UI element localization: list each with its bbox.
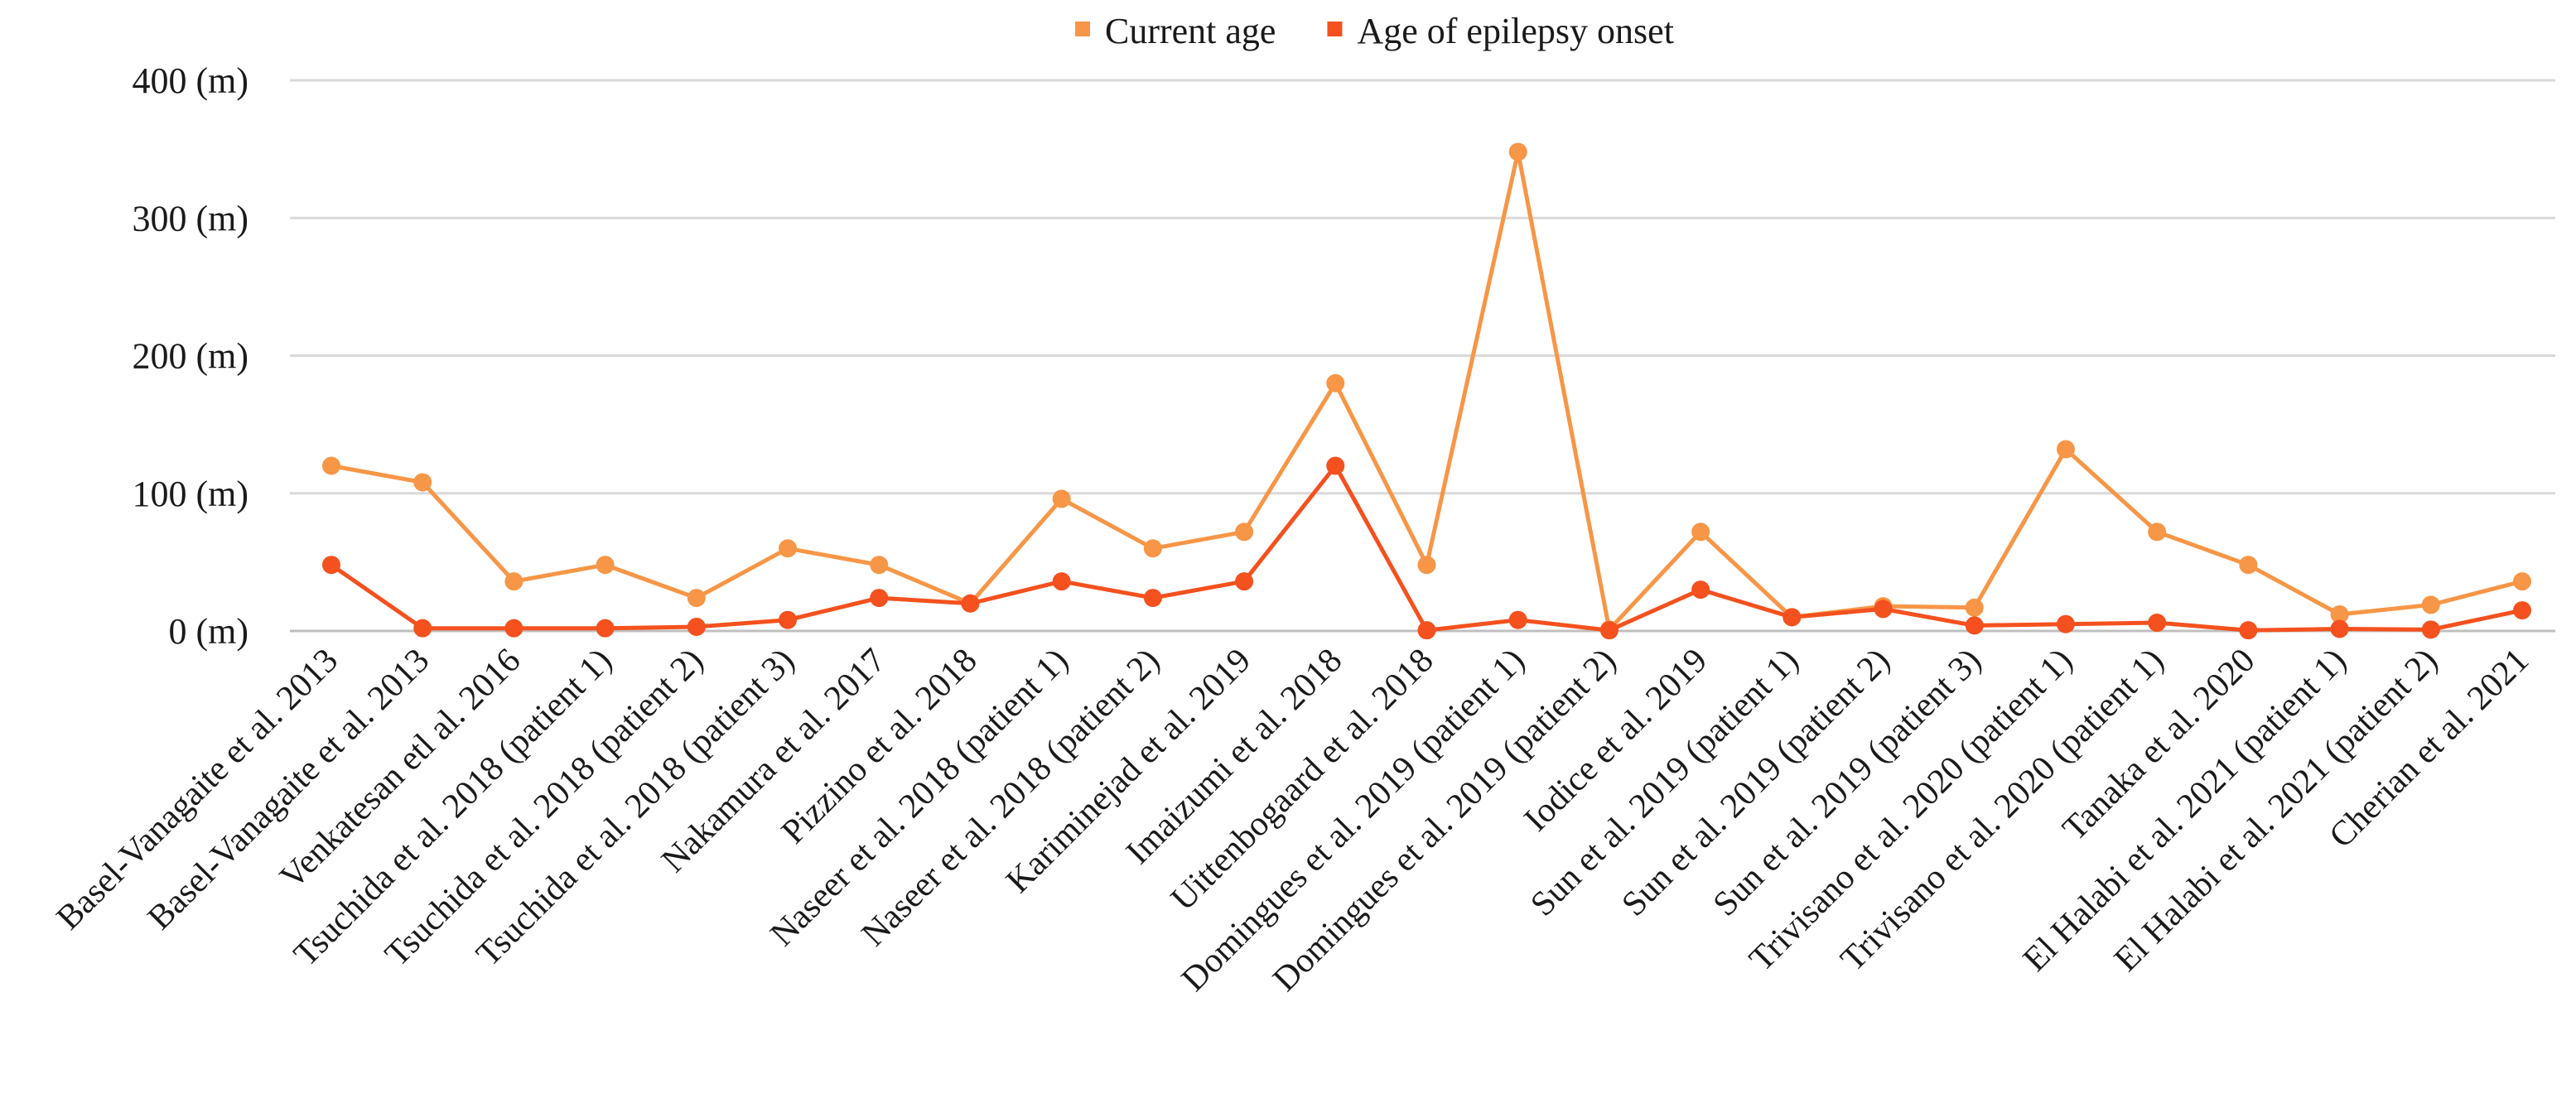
series-age-of-epilepsy-onset [322,456,2531,640]
point-age-of-epilepsy-onset-13 [1417,621,1436,640]
point-age-of-epilepsy-onset-9 [1052,572,1071,591]
x-axis-category-labels: Basel-Vanagaite et al. 2013Basel-Vanagai… [50,642,2536,999]
point-age-of-epilepsy-onset-14 [1508,610,1527,629]
point-current-age-1 [322,456,340,475]
point-current-age-14 [1508,142,1527,161]
point-age-of-epilepsy-onset-20 [2056,614,2075,633]
point-age-of-epilepsy-onset-3 [504,619,523,638]
point-age-of-epilepsy-onset-21 [2148,614,2167,633]
point-age-of-epilepsy-onset-11 [1235,572,1254,591]
point-age-of-epilepsy-onset-16 [1691,580,1710,600]
series-current-age [322,142,2531,639]
point-age-of-epilepsy-onset-4 [596,619,615,638]
point-current-age-9 [1052,489,1071,508]
y-tick-label-300: 300 (m) [132,198,248,238]
point-age-of-epilepsy-onset-23 [2330,619,2349,638]
legend-item-current-age: Current age [1075,11,1276,51]
point-current-age-11 [1235,523,1254,542]
point-current-age-4 [596,556,615,575]
y-tick-label-0: 0 (m) [168,611,248,652]
point-age-of-epilepsy-onset-24 [2421,620,2440,639]
point-current-age-25 [2513,572,2531,591]
legend-item-age-of-epilepsy-onset: Age of epilepsy onset [1327,11,1674,51]
point-age-of-epilepsy-onset-2 [413,619,432,638]
gridlines [290,79,2555,633]
point-current-age-16 [1691,523,1710,542]
point-current-age-22 [2239,556,2258,575]
point-current-age-13 [1417,556,1436,575]
point-age-of-epilepsy-onset-6 [779,610,798,629]
point-age-of-epilepsy-onset-22 [2239,621,2258,640]
point-current-age-12 [1326,373,1345,392]
legend-marker-current-age [1075,22,1090,36]
legend-label-age-of-epilepsy-onset: Age of epilepsy onset [1357,11,1673,51]
point-age-of-epilepsy-onset-25 [2513,601,2531,620]
y-tick-label-100: 100 (m) [132,474,248,514]
point-current-age-20 [2056,440,2075,459]
legend-marker-age-of-epilepsy-onset [1327,22,1343,36]
point-age-of-epilepsy-onset-18 [1874,600,1893,619]
point-current-age-3 [504,572,523,591]
point-current-age-19 [1965,598,1984,617]
point-current-age-21 [2148,523,2167,542]
point-age-of-epilepsy-onset-12 [1326,456,1345,475]
point-current-age-24 [2421,595,2440,614]
y-tick-label-400: 400 (m) [132,60,248,101]
point-current-age-5 [687,589,706,608]
series-line-age-of-epilepsy-onset [330,464,2523,633]
point-current-age-23 [2330,605,2349,624]
legend-label-current-age: Current age [1105,11,1276,51]
point-current-age-10 [1143,539,1162,558]
point-age-of-epilepsy-onset-5 [687,618,706,637]
point-age-of-epilepsy-onset-1 [322,556,340,575]
series-layer [322,142,2531,640]
point-age-of-epilepsy-onset-15 [1599,621,1618,640]
y-axis-tick-labels: 0 (m) 100 (m) 200 (m) 300 (m) 400 (m) [132,60,248,652]
y-tick-label-200: 200 (m) [132,336,248,377]
point-current-age-2 [413,473,432,492]
point-age-of-epilepsy-onset-10 [1143,589,1162,608]
point-current-age-6 [779,539,798,558]
point-age-of-epilepsy-onset-7 [870,589,889,608]
point-current-age-7 [870,556,889,575]
point-age-of-epilepsy-onset-17 [1782,608,1802,627]
point-age-of-epilepsy-onset-8 [961,594,980,613]
legend: Current age Age of epilepsy onset [1075,11,1674,51]
point-age-of-epilepsy-onset-19 [1965,616,1984,635]
